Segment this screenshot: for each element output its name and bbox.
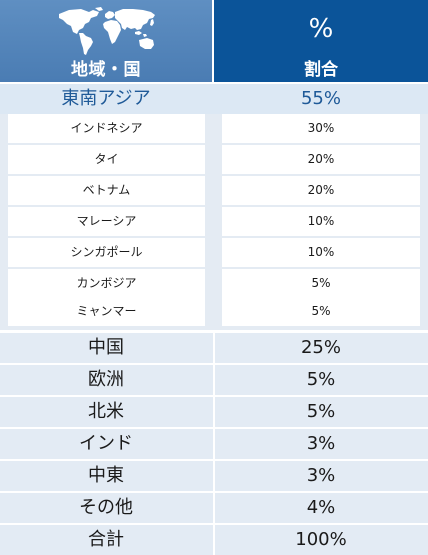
region-name: インド (79, 433, 133, 454)
sub-country-value: 5% (222, 269, 420, 298)
region-value: 3% (306, 433, 336, 454)
region-name: その他 (79, 497, 133, 518)
sub-row: シンガポール 10% (0, 238, 428, 267)
sub-country-value: 10% (222, 207, 420, 236)
region-value: 4% (306, 497, 336, 518)
share-column-header: % 割合 (214, 0, 428, 82)
table-header: 地域・国 % 割合 (0, 0, 428, 82)
world-map-icon (59, 7, 155, 55)
sub-row: カンボジア 5% (0, 269, 428, 298)
sub-country-name: インドネシア (8, 114, 205, 143)
sub-country-name: マレーシア (8, 207, 205, 236)
sub-country-name: シンガポール (8, 238, 205, 267)
sub-country-block: インドネシア 30% タイ 20% ベトナム 20% マレーシア 10% シンガ… (0, 114, 428, 330)
sub-row: マレーシア 10% (0, 207, 428, 236)
sub-row: ベトナム 20% (0, 176, 428, 205)
region-value: 3% (306, 465, 336, 486)
region-row-southeast-asia: 東南アジア 55% (0, 84, 428, 114)
region-header-label: 地域・国 (71, 60, 141, 80)
sub-country-name: タイ (8, 145, 205, 174)
sub-country-name: ミャンマー (8, 297, 205, 326)
sub-row: ミャンマー 5% (0, 297, 428, 326)
region-value: 25% (300, 337, 341, 358)
sub-country-value: 5% (222, 297, 420, 326)
total-value: 100% (295, 529, 347, 550)
sub-country-value: 20% (222, 176, 420, 205)
column-divider (213, 333, 215, 555)
region-name: 中国 (88, 337, 124, 358)
sub-row: タイ 20% (0, 145, 428, 174)
region-value: 5% (306, 401, 336, 422)
region-value: 5% (306, 369, 336, 390)
region-name: 中東 (88, 465, 124, 486)
sub-country-value: 30% (222, 114, 420, 143)
sub-country-value: 10% (222, 238, 420, 267)
region-column-header: 地域・国 (0, 0, 212, 82)
sub-country-name: カンボジア (8, 269, 205, 298)
total-label: 合計 (88, 529, 124, 550)
region-name: 欧洲 (88, 369, 124, 390)
region-name: 東南アジア (61, 88, 151, 109)
region-value: 55% (300, 88, 341, 109)
sub-country-value: 20% (222, 145, 420, 174)
sub-row: インドネシア 30% (0, 114, 428, 143)
sub-country-name: ベトナム (8, 176, 205, 205)
share-header-label: 割合 (304, 60, 338, 80)
region-name: 北米 (88, 401, 124, 422)
percent-symbol: % (308, 14, 334, 44)
